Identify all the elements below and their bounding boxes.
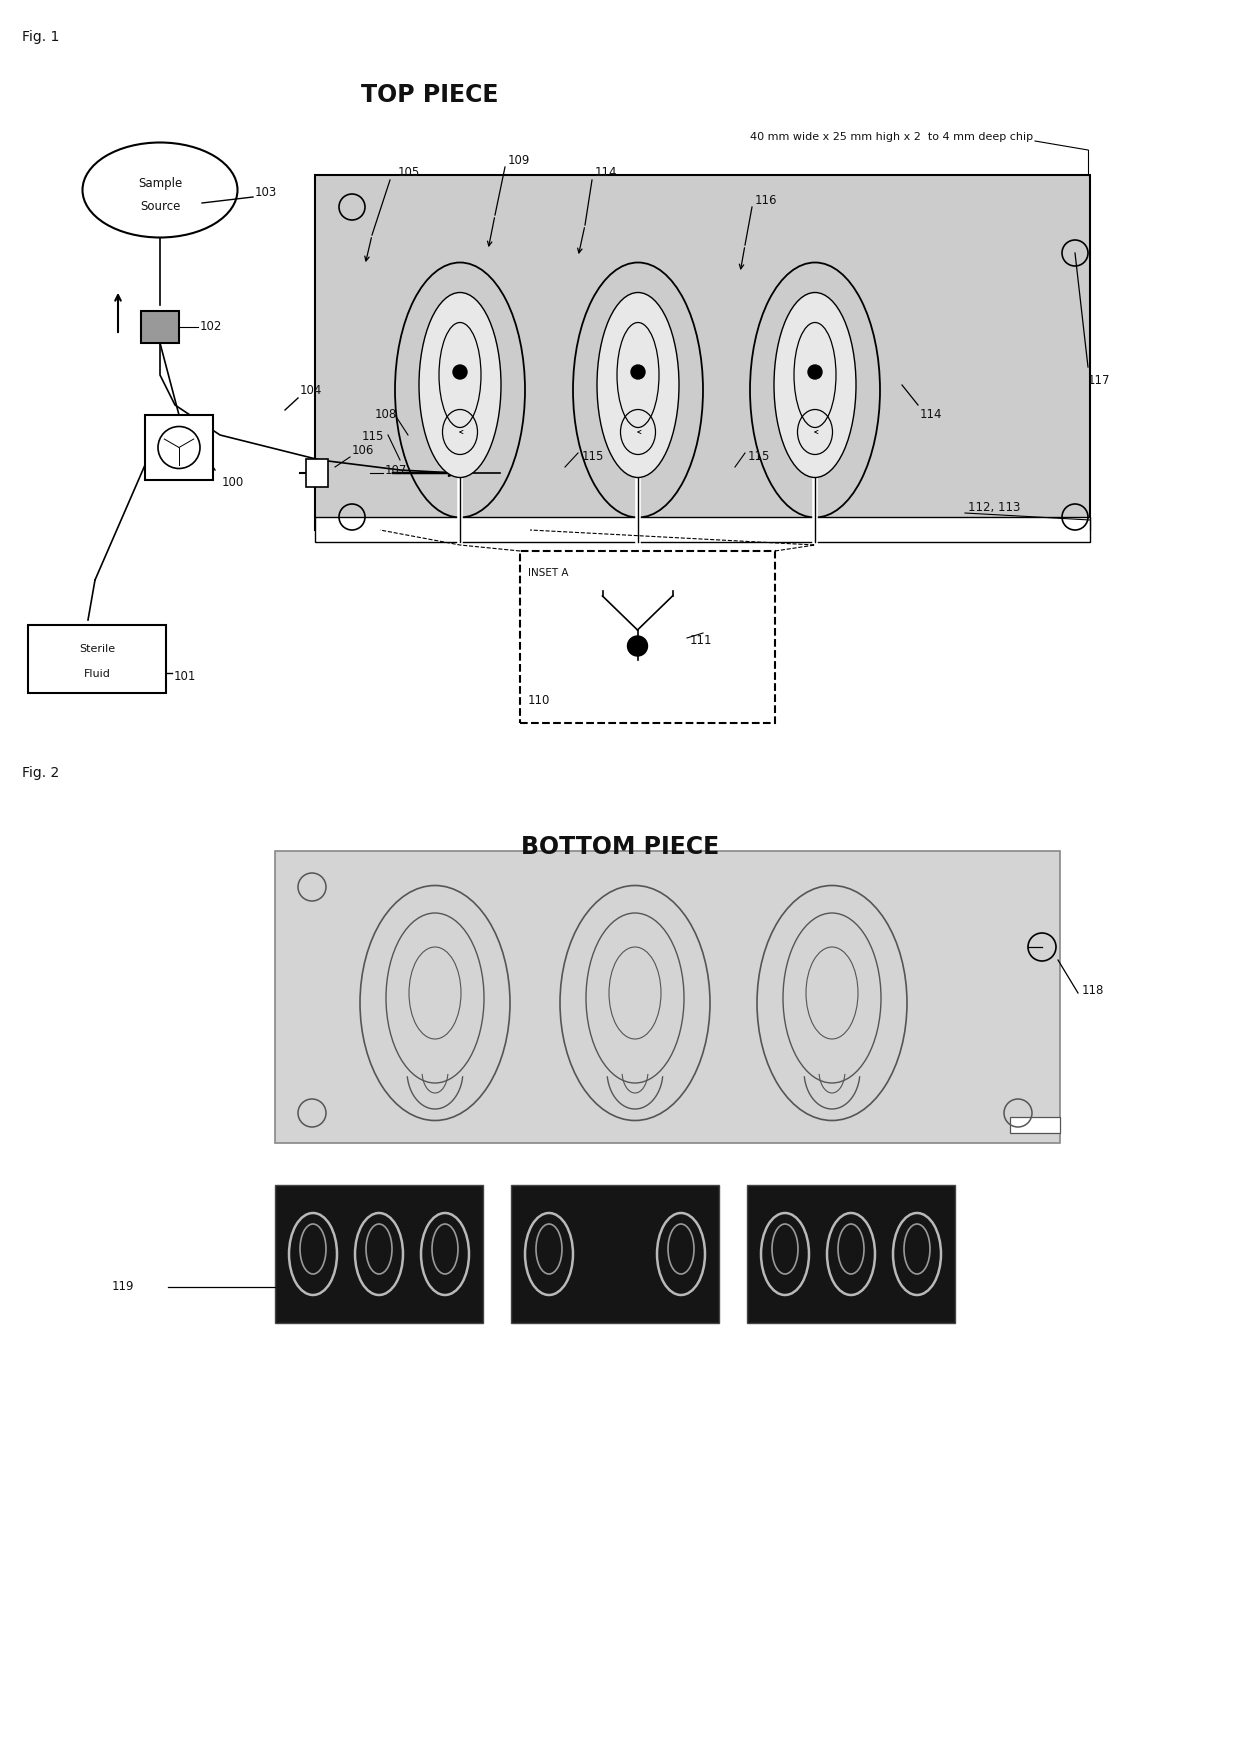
Text: 107: 107 [384,464,408,476]
Text: 40 mm wide x 25 mm high x 2  to 4 mm deep chip: 40 mm wide x 25 mm high x 2 to 4 mm deep… [750,133,1033,141]
Text: BOTTOM PIECE: BOTTOM PIECE [521,836,719,859]
Circle shape [627,635,647,656]
Text: 114: 114 [920,408,942,422]
Text: 109: 109 [508,154,531,166]
Bar [275,852,1060,1143]
Text: Source: Source [140,201,180,213]
Text: 114: 114 [595,166,618,180]
Text: 115: 115 [582,450,604,464]
Text: 105: 105 [398,166,420,180]
Text: INSET A: INSET A [528,569,568,578]
Bar [520,551,775,722]
Text: 111: 111 [689,635,713,647]
Bar [141,311,179,344]
Bar [29,625,166,693]
Text: 101: 101 [174,670,196,684]
Bar [746,1185,955,1323]
Bar [145,415,213,480]
Bar [1011,1117,1060,1133]
Text: 102: 102 [200,321,222,333]
Text: 115: 115 [362,431,384,443]
Text: 103: 103 [255,187,278,199]
Text: Fig. 1: Fig. 1 [22,30,60,44]
Text: 112, 113: 112, 113 [968,501,1021,513]
Circle shape [631,365,645,379]
Text: Sterile: Sterile [79,644,115,654]
Text: 117: 117 [1087,373,1111,386]
Ellipse shape [774,293,856,478]
Text: 100: 100 [222,475,244,489]
Circle shape [808,365,822,379]
Ellipse shape [419,293,501,478]
Text: 110: 110 [528,695,551,707]
Bar [275,1185,484,1323]
Circle shape [453,365,467,379]
Text: 104: 104 [300,384,322,396]
Bar [511,1185,719,1323]
Text: Sample: Sample [138,176,182,190]
Text: 116: 116 [755,194,777,206]
Bar [315,517,1090,543]
Bar [315,174,1090,530]
Text: 115: 115 [748,450,770,464]
Text: Fig. 2: Fig. 2 [22,766,60,780]
Text: 119: 119 [112,1281,134,1293]
Bar [306,459,329,487]
Text: 108: 108 [374,408,397,422]
Text: 118: 118 [1083,984,1105,996]
Text: Fluid: Fluid [83,668,110,679]
Text: TOP PIECE: TOP PIECE [361,84,498,106]
Text: 106: 106 [352,443,374,457]
Ellipse shape [596,293,680,478]
